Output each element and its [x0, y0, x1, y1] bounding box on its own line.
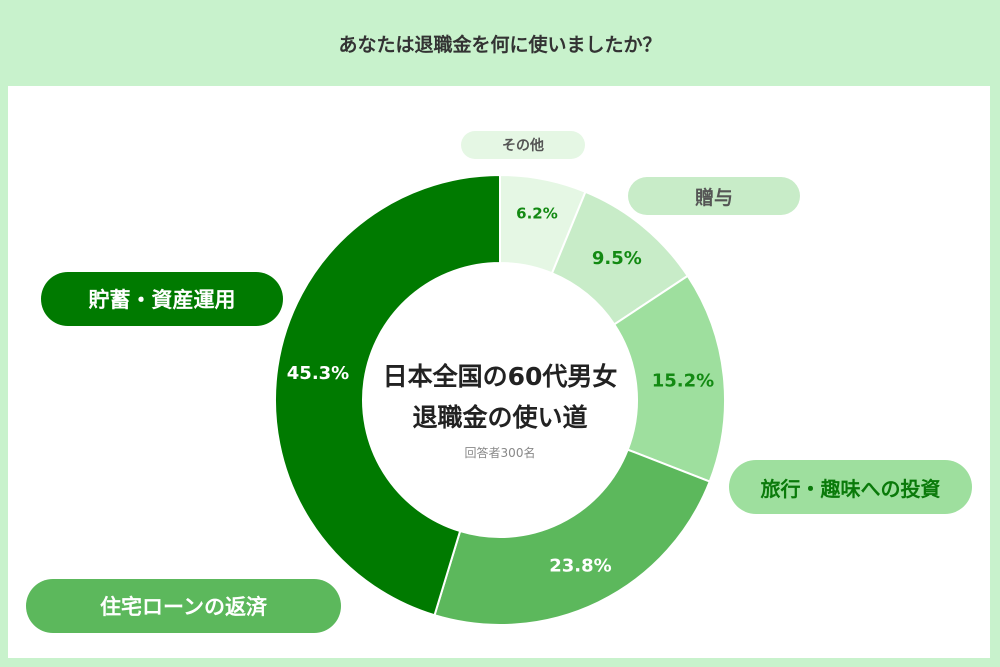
value-label-housing-loan: 23.8% [549, 555, 611, 576]
label-gift: 贈与 [628, 177, 800, 215]
respondents-count: 回答者300名 [464, 446, 536, 460]
slice-housing-loan [433, 448, 712, 626]
question-title: あなたは退職金を何に使いましたか？ [338, 33, 662, 56]
center-title-line1: 日本全国の60代男女 [382, 362, 618, 391]
value-label-savings: 45.3% [287, 363, 349, 384]
value-label-travel-hobby: 15.2% [652, 370, 714, 391]
label-other: その他 [461, 131, 585, 159]
slice-savings [274, 173, 501, 617]
value-label-other: 6.2% [516, 205, 558, 223]
value-label-gift: 9.5% [592, 248, 642, 269]
center-title-line2: 退職金の使い道 [412, 403, 588, 432]
label-savings: 貯蓄・資産運用 [41, 272, 283, 326]
label-housing-loan: 住宅ローンの返済 [26, 579, 341, 633]
label-travel-hobby: 旅行・趣味への投資 [729, 460, 972, 514]
